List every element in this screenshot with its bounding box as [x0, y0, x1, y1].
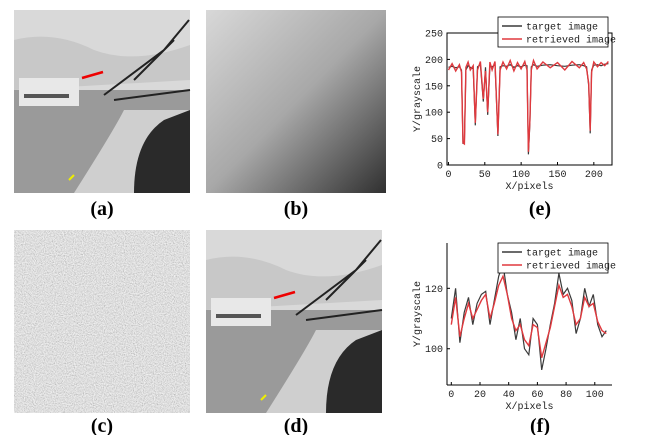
panel-label: (e) [529, 198, 551, 220]
x-tick-label: 150 [548, 170, 566, 181]
data-line [450, 274, 607, 358]
panel-label: (a) [90, 198, 113, 220]
y-tick-label: 0 [437, 162, 443, 173]
y-tick-label: 50 [431, 135, 443, 146]
x-tick-label: 200 [585, 170, 603, 181]
x-tick-label: 0 [448, 390, 454, 401]
y-axis-label: Y/grayscale [412, 281, 424, 347]
x-tick-label: 100 [586, 390, 604, 401]
x-tick-label: 80 [560, 390, 572, 401]
legend-label: target image [526, 22, 598, 34]
data-line [447, 58, 609, 152]
panel-label: (f) [530, 415, 550, 435]
image-c [14, 230, 190, 413]
x-axis-label: X/pixels [505, 401, 553, 413]
image-b [206, 10, 386, 193]
y-tick-label: 100 [425, 109, 443, 120]
image-a [12, 8, 192, 195]
x-tick-label: 40 [503, 390, 515, 401]
panel-label: (b) [284, 198, 308, 220]
panel-label: (d) [284, 415, 308, 435]
panel-label: (c) [91, 415, 113, 435]
y-tick-label: 150 [425, 82, 443, 93]
x-tick-label: 20 [474, 390, 486, 401]
legend-label: retrieved image [526, 35, 616, 47]
legend-label: retrieved image [526, 261, 616, 273]
x-axis-label: X/pixels [505, 181, 553, 193]
legend-box [497, 16, 609, 48]
legend-label: target image [526, 248, 598, 260]
x-tick-label: 100 [512, 170, 530, 181]
legend-box [497, 242, 609, 274]
x-tick-label: 50 [479, 170, 491, 181]
data-line [450, 263, 607, 371]
y-tick-label: 120 [425, 285, 443, 296]
plot-frame [446, 32, 613, 166]
y-tick-label: 100 [425, 345, 443, 356]
x-tick-label: 60 [531, 390, 543, 401]
x-tick-label: 0 [445, 170, 451, 181]
y-axis-label: Y/grayscale [412, 66, 424, 132]
y-tick-label: 250 [425, 30, 443, 41]
y-tick-label: 200 [425, 56, 443, 67]
image-d [204, 228, 384, 415]
